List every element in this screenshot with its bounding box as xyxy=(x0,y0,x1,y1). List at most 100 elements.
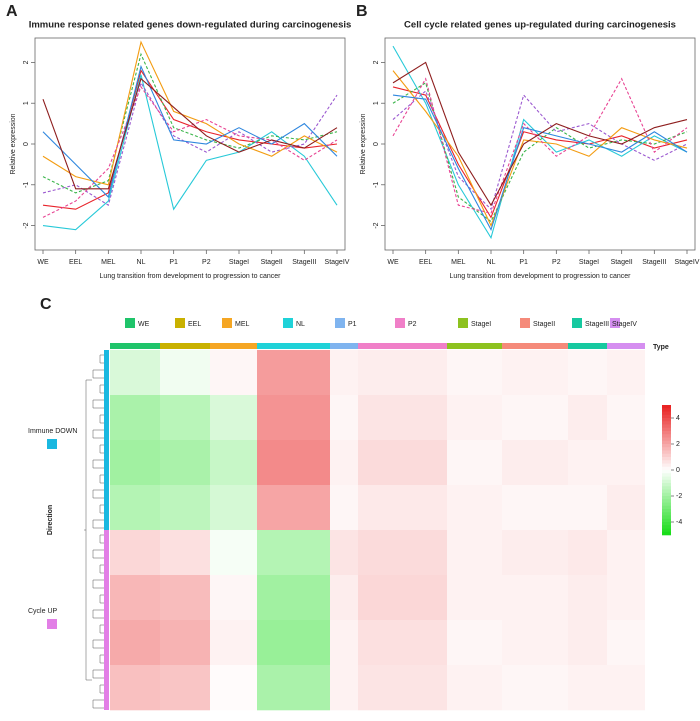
type-strip xyxy=(607,343,645,349)
heatmap-cell xyxy=(358,485,447,531)
dendrogram xyxy=(99,654,104,664)
heatmap-cell xyxy=(607,620,645,666)
type-legend-label: P2 xyxy=(408,321,417,328)
heatmap-cell xyxy=(568,350,607,396)
dendrogram xyxy=(92,579,104,589)
series-line xyxy=(392,45,688,240)
heatmap-cell xyxy=(330,350,358,396)
dendrogram xyxy=(99,444,104,454)
colorbar-step xyxy=(662,492,671,497)
x-tick-label: P1 xyxy=(169,259,178,266)
panel-label: A xyxy=(6,3,18,20)
heatmap-cell xyxy=(502,530,568,576)
colorbar-step xyxy=(662,522,671,526)
type-legend-label: StageII xyxy=(533,321,555,328)
heatmap-cell xyxy=(210,395,257,441)
x-tick-label: WE xyxy=(387,259,399,266)
type-strip xyxy=(447,343,502,349)
type-legend-swatch xyxy=(335,318,345,328)
colorbar-step xyxy=(662,489,671,494)
heatmap-cell xyxy=(568,665,607,711)
heatmap-cell xyxy=(358,530,447,576)
heatmap-cell xyxy=(210,530,257,576)
series-line xyxy=(42,40,338,186)
dendrogram xyxy=(92,399,104,409)
direction-swatch xyxy=(47,619,57,629)
series-line xyxy=(392,90,688,211)
heatmap-cell xyxy=(330,440,358,486)
heatmap-cell xyxy=(210,440,257,486)
x-axis-label: Lung transition from development to prog… xyxy=(450,273,632,280)
type-legend-label: StageI xyxy=(471,321,491,328)
dendrogram xyxy=(92,609,104,619)
x-tick-label: MEL xyxy=(451,259,466,266)
y-tick-label: 0 xyxy=(23,142,30,146)
heatmap-cell xyxy=(502,665,568,711)
heatmap-cell xyxy=(568,440,607,486)
heatmap-cell xyxy=(502,440,568,486)
x-tick-label: MEL xyxy=(101,259,116,266)
colorbar-step xyxy=(662,466,671,471)
colorbar-step xyxy=(662,476,671,481)
type-legend-swatch xyxy=(610,318,620,328)
type-legend-swatch xyxy=(125,318,135,328)
dendrogram xyxy=(92,489,104,499)
series-line xyxy=(392,77,688,214)
heatmap-cell xyxy=(110,575,160,621)
x-tick-label: StageIII xyxy=(292,259,316,266)
x-tick-label: EEL xyxy=(419,259,432,266)
dendrogram xyxy=(99,684,104,694)
colorbar-step xyxy=(662,505,671,510)
heatmap-cell xyxy=(607,395,645,441)
colorbar-step xyxy=(662,424,671,429)
colorbar-step xyxy=(662,405,671,409)
series-line xyxy=(392,94,688,232)
y-tick-label: 2 xyxy=(373,60,380,64)
heatmap-cell xyxy=(358,575,447,621)
y-axis-label: Relative expression xyxy=(360,113,367,174)
heatmap-cell xyxy=(568,575,607,621)
heatmap-cell xyxy=(447,530,502,576)
series-line xyxy=(42,64,338,199)
series-line xyxy=(42,77,338,190)
heatmap-cell xyxy=(358,350,447,396)
heatmap-cell xyxy=(330,575,358,621)
type-title: Type xyxy=(653,344,669,351)
series-line xyxy=(42,85,338,218)
heatmap-cell xyxy=(110,620,160,666)
heatmap-cell xyxy=(358,440,447,486)
type-legend-swatch xyxy=(458,318,468,328)
colorbar-step xyxy=(662,483,671,487)
type-legend-swatch xyxy=(520,318,530,328)
colorbar-tick-label: 4 xyxy=(676,415,680,422)
type-legend-label: P1 xyxy=(348,321,357,328)
x-tick-label: StageIV xyxy=(675,259,700,266)
direction-label: Immune DOWN xyxy=(28,428,77,435)
x-axis-label: Lung transition from development to prog… xyxy=(100,273,282,280)
series-line xyxy=(42,74,338,231)
chart-title: Cell cycle related genes up-regulated du… xyxy=(404,20,676,31)
heatmap-cell xyxy=(160,530,210,576)
heatmap-cell xyxy=(210,350,257,396)
colorbar-tick-label: 0 xyxy=(676,467,680,474)
heatmap-cell xyxy=(330,395,358,441)
type-strip xyxy=(160,343,210,349)
heatmap-cell xyxy=(257,395,330,441)
y-tick-label: -1 xyxy=(373,182,380,188)
heatmap-cell xyxy=(502,575,568,621)
heatmap-cell xyxy=(502,350,568,396)
colorbar-tick-label: -2 xyxy=(676,493,682,500)
heatmap-cell xyxy=(210,575,257,621)
heatmap-cell xyxy=(568,530,607,576)
heatmap-cell xyxy=(160,350,210,396)
x-tick-label: NL xyxy=(137,259,146,266)
heatmap-cell xyxy=(160,440,210,486)
dendrogram xyxy=(99,414,104,424)
x-tick-label: EEL xyxy=(69,259,82,266)
colorbar-step xyxy=(662,408,671,412)
colorbar-step xyxy=(662,470,671,474)
panel-label: C xyxy=(40,296,52,313)
dendrogram xyxy=(99,624,104,634)
heatmap-cell xyxy=(358,665,447,711)
